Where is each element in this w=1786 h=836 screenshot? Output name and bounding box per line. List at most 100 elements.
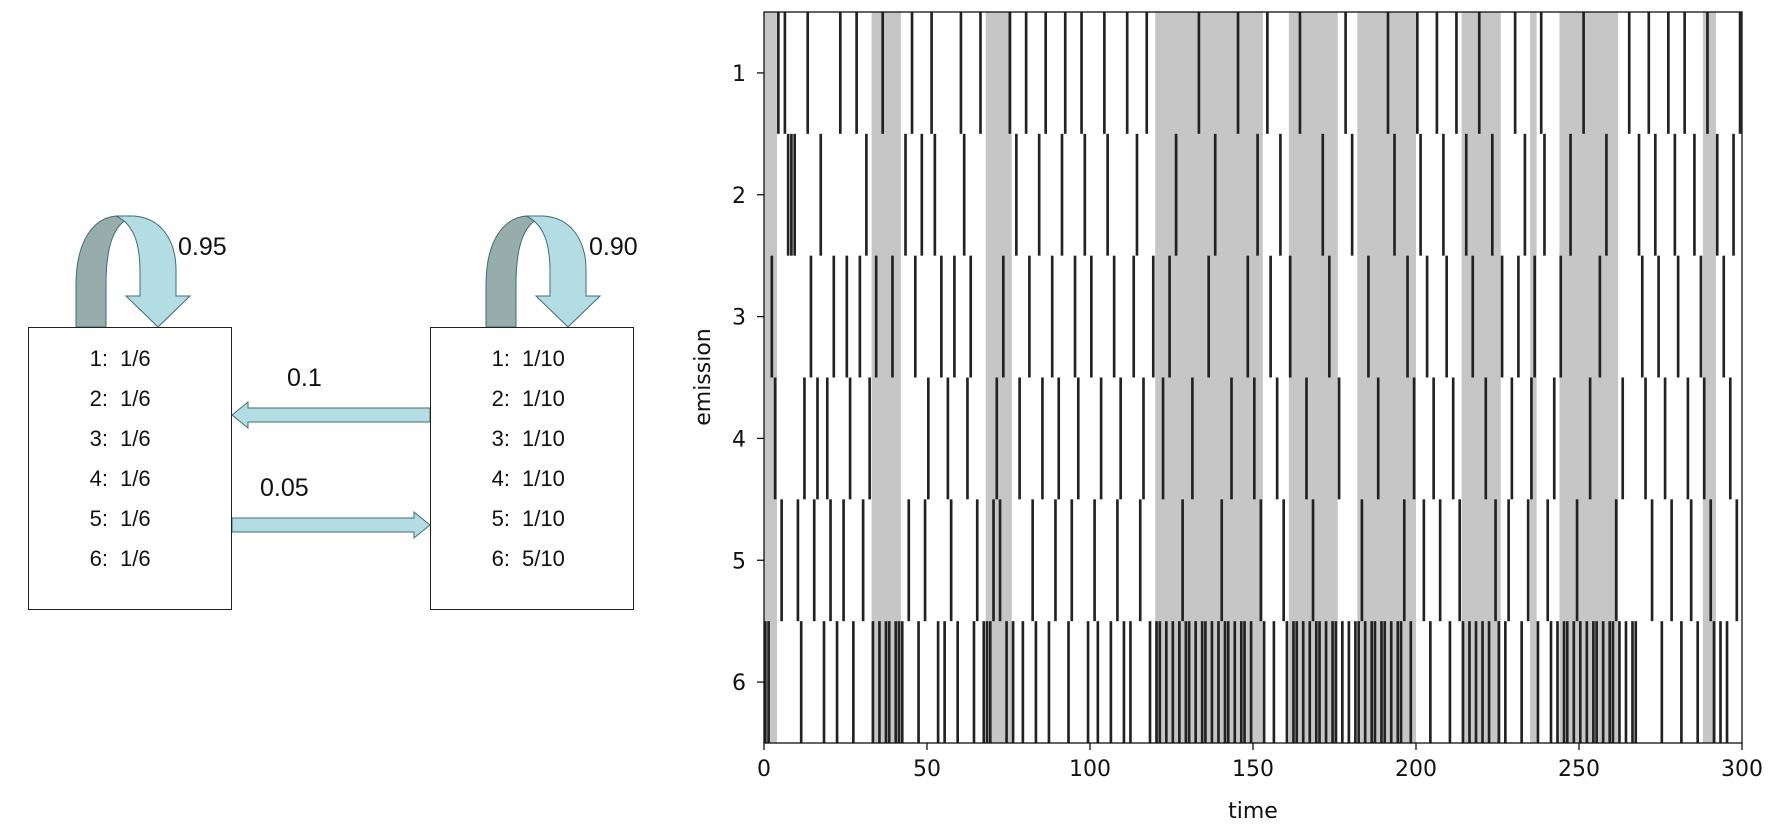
emission-probability: 1/6 bbox=[120, 386, 151, 411]
emission-mark bbox=[1178, 621, 1181, 743]
emission-mark bbox=[1432, 377, 1435, 500]
emission-mark bbox=[1634, 621, 1638, 743]
emission-mark bbox=[1575, 499, 1579, 622]
emission-mark bbox=[1285, 621, 1289, 743]
emission-mark bbox=[1445, 255, 1448, 378]
emission-mark bbox=[959, 12, 963, 134]
emission-mark bbox=[852, 621, 855, 743]
emission-mark bbox=[1650, 499, 1654, 622]
emission-mark bbox=[1217, 621, 1220, 743]
emission-mark bbox=[1631, 621, 1634, 743]
emission-mark bbox=[966, 377, 969, 500]
emission-mark bbox=[1458, 499, 1462, 622]
emission-mark bbox=[1468, 621, 1471, 743]
arrow-shape bbox=[231, 510, 431, 540]
emission-mark bbox=[953, 255, 956, 378]
emission-mark bbox=[1412, 377, 1416, 500]
emission-mark bbox=[1194, 621, 1197, 743]
emission-mark bbox=[796, 499, 800, 622]
emission-mark bbox=[1416, 12, 1419, 134]
emission-mark bbox=[1562, 621, 1566, 743]
emission-mark bbox=[1552, 377, 1556, 500]
y-tick-label: 1 bbox=[732, 62, 746, 87]
emission-mark bbox=[1709, 499, 1713, 622]
emission-mark bbox=[949, 499, 953, 622]
emission-mark bbox=[1226, 621, 1230, 743]
emission-mark bbox=[1197, 12, 1201, 134]
emission-mark bbox=[1543, 133, 1546, 256]
emission-probability: 1/10 bbox=[522, 386, 565, 411]
emission-mark bbox=[1699, 255, 1703, 378]
emission-mark bbox=[1526, 499, 1530, 622]
emission-mark bbox=[962, 133, 966, 256]
emission-mark bbox=[1484, 377, 1488, 500]
emission-mark bbox=[1073, 255, 1077, 378]
x-tick-label: 150 bbox=[1232, 757, 1274, 782]
emission-mark bbox=[1103, 12, 1106, 134]
emission-mark bbox=[887, 621, 891, 743]
emission-mark bbox=[1386, 12, 1390, 134]
loaded-self-transition-label: 0.90 bbox=[589, 233, 638, 261]
y-tick-label: 3 bbox=[732, 306, 746, 331]
emission-mark bbox=[777, 12, 780, 134]
emission-face: 1: bbox=[89, 346, 108, 371]
emission-mark bbox=[1034, 621, 1038, 743]
emission-mark bbox=[1031, 499, 1034, 622]
emission-probability: 1/6 bbox=[120, 546, 151, 571]
emission-mark bbox=[1168, 255, 1171, 378]
emission-mark bbox=[1451, 377, 1455, 500]
emission-face: 3: bbox=[89, 426, 108, 451]
emission-mark bbox=[1689, 499, 1693, 622]
x-tick-label: 250 bbox=[1558, 757, 1600, 782]
emission-mark bbox=[1389, 621, 1393, 743]
emission-mark bbox=[1582, 12, 1585, 134]
emission-mark bbox=[1008, 12, 1012, 134]
emission-mark bbox=[913, 255, 917, 378]
emission-mark bbox=[1504, 621, 1507, 743]
emission-mark bbox=[1314, 621, 1318, 743]
emission-mark bbox=[975, 499, 979, 622]
emission-mark bbox=[1471, 255, 1475, 378]
emission-mark bbox=[764, 621, 767, 743]
emission-mark bbox=[780, 499, 783, 622]
emission-mark bbox=[1151, 255, 1155, 378]
loop-front-band bbox=[115, 215, 192, 328]
emission-mark bbox=[1663, 377, 1667, 500]
y-axis-ticks: 1 2 3 4 5 6 bbox=[732, 62, 764, 696]
emission-mark bbox=[1204, 621, 1207, 743]
emission-mark bbox=[832, 255, 836, 378]
emission-mark bbox=[770, 255, 774, 378]
emission-mark bbox=[1448, 621, 1452, 743]
x-tick-label: 200 bbox=[1395, 757, 1437, 782]
emission-mark bbox=[1109, 621, 1113, 743]
emission-mark bbox=[1653, 133, 1657, 256]
emission-mark bbox=[838, 12, 842, 134]
emission-mark bbox=[1494, 499, 1497, 622]
emission-probability: 1/10 bbox=[522, 346, 565, 371]
emission-mark bbox=[1334, 621, 1338, 743]
fair-to-loaded-arrow bbox=[231, 510, 431, 540]
emission-row: 4: 1/10 bbox=[431, 459, 633, 499]
emission-mark bbox=[943, 621, 946, 743]
emission-mark bbox=[1406, 255, 1409, 378]
emission-mark bbox=[819, 133, 823, 256]
emission-mark bbox=[1344, 12, 1347, 134]
emission-mark bbox=[1171, 621, 1175, 743]
fair-self-transition-label: 0.95 bbox=[178, 233, 227, 261]
emission-mark bbox=[1608, 621, 1611, 743]
emission-mark bbox=[1148, 621, 1152, 743]
emission-mark bbox=[1005, 621, 1008, 743]
emission-mark bbox=[920, 133, 924, 256]
emission-mark bbox=[1667, 12, 1670, 134]
emission-mark bbox=[1318, 621, 1321, 743]
emission-mark bbox=[1001, 255, 1005, 378]
emission-probability: 1/10 bbox=[522, 466, 565, 491]
emission-mark bbox=[1559, 255, 1563, 378]
emission-mark bbox=[1337, 377, 1341, 500]
emission-mark bbox=[1125, 12, 1129, 134]
emission-mark bbox=[988, 621, 992, 743]
emission-mark bbox=[1230, 377, 1233, 500]
emission-mark bbox=[1722, 255, 1726, 378]
emission-probability: 1/6 bbox=[120, 426, 151, 451]
